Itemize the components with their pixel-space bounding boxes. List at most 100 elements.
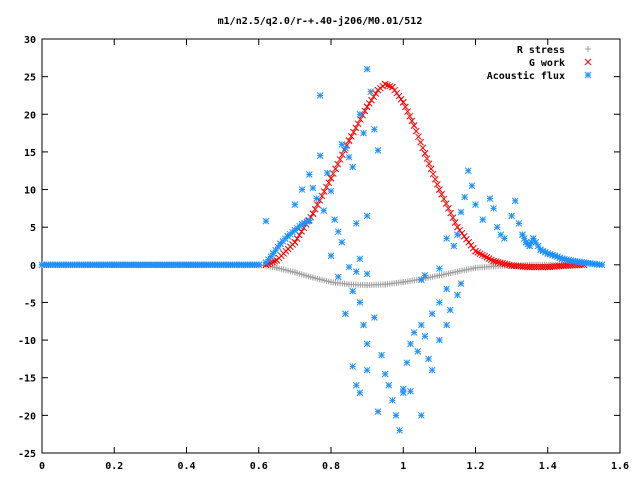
data-point: [508, 212, 515, 220]
legend-label: G work: [529, 58, 565, 69]
data-point: [342, 144, 349, 152]
data-point: [449, 214, 457, 222]
data-point: [427, 165, 435, 173]
data-point: [352, 124, 360, 132]
data-point: [431, 175, 439, 183]
data-point: [345, 153, 353, 161]
data-point: [298, 186, 306, 193]
data-point: [395, 92, 403, 100]
data-point: [457, 208, 465, 216]
data-point: [352, 268, 360, 275]
data-point: [433, 181, 441, 188]
data-point: [370, 93, 377, 101]
data-point: [356, 255, 364, 263]
data-point: [269, 258, 276, 266]
data-point: [421, 332, 429, 340]
x-tick-label: 1.4: [539, 461, 557, 472]
data-point: [368, 96, 375, 104]
data-point: [361, 107, 369, 115]
data-point: [363, 65, 371, 73]
data-point: [436, 299, 443, 306]
data-point: [425, 160, 433, 168]
data-point: [305, 217, 313, 224]
data-point: [298, 228, 306, 235]
data-point: [338, 151, 346, 159]
data-point: [461, 193, 469, 201]
data-point: [372, 90, 380, 97]
data-point: [389, 83, 396, 91]
data-point: [327, 252, 335, 260]
data-point: [336, 156, 344, 163]
data-point: [446, 306, 454, 314]
data-point: [370, 125, 378, 133]
data-point: [417, 321, 425, 329]
data-point: [360, 129, 367, 137]
data-point: [467, 241, 475, 249]
data-point: [316, 92, 324, 99]
data-point: [442, 200, 450, 208]
data-point: [363, 212, 371, 220]
data-point: [399, 389, 407, 397]
data-point: [423, 155, 431, 162]
data-point: [293, 235, 301, 243]
data-point: [314, 201, 321, 209]
data-point: [463, 235, 470, 243]
data-point: [414, 348, 422, 355]
data-point: [349, 363, 357, 370]
data-point: [486, 195, 494, 202]
data-point: [468, 182, 476, 190]
data-point: [360, 321, 367, 329]
data-point: [408, 117, 416, 125]
data-point: [417, 276, 425, 284]
data-point: [443, 285, 450, 293]
data-point: [397, 95, 405, 103]
data-point: [271, 257, 278, 265]
data-point: [305, 171, 313, 178]
plot-area: [38, 65, 606, 434]
data-point: [404, 108, 411, 115]
data-point: [356, 299, 364, 306]
x-tick-label: 0.6: [250, 461, 268, 472]
data-point: [417, 138, 424, 146]
data-point: [309, 210, 317, 217]
data-point: [255, 261, 263, 269]
y-tick-label: 15: [24, 148, 36, 159]
data-point: [313, 195, 320, 202]
data-point: [327, 187, 335, 195]
data-point: [493, 223, 501, 231]
legend-label: R stress: [517, 45, 565, 56]
data-point: [363, 340, 371, 348]
data-point: [421, 272, 429, 279]
data-point: [412, 127, 420, 135]
legend-marker: [584, 71, 592, 79]
data-point: [356, 116, 364, 123]
x-tick-label: 1.2: [466, 461, 484, 472]
data-point: [450, 242, 458, 250]
data-point: [428, 366, 436, 374]
data-point: [410, 122, 418, 129]
y-tick-label: -15: [18, 374, 36, 385]
data-point: [374, 147, 382, 154]
data-point: [331, 216, 338, 224]
data-point: [436, 186, 443, 193]
data-point: [363, 103, 371, 111]
data-point: [425, 355, 432, 363]
data-point: [385, 381, 393, 389]
y-tick-label: -10: [18, 336, 36, 347]
x-tick-label: 1: [400, 461, 406, 472]
data-point: [347, 133, 355, 140]
data-point: [324, 169, 331, 177]
data-point: [421, 150, 429, 157]
data-point: [338, 238, 346, 246]
data-point: [350, 128, 357, 136]
data-point: [479, 216, 487, 224]
y-tick-label: -25: [18, 449, 36, 460]
series-acoustic-flux: [38, 65, 606, 434]
y-tick-label: 20: [24, 110, 36, 121]
data-point: [392, 412, 400, 419]
data-point: [311, 205, 319, 213]
data-point: [334, 160, 342, 168]
x-tick-label: 0: [39, 461, 45, 472]
data-point: [436, 336, 443, 344]
